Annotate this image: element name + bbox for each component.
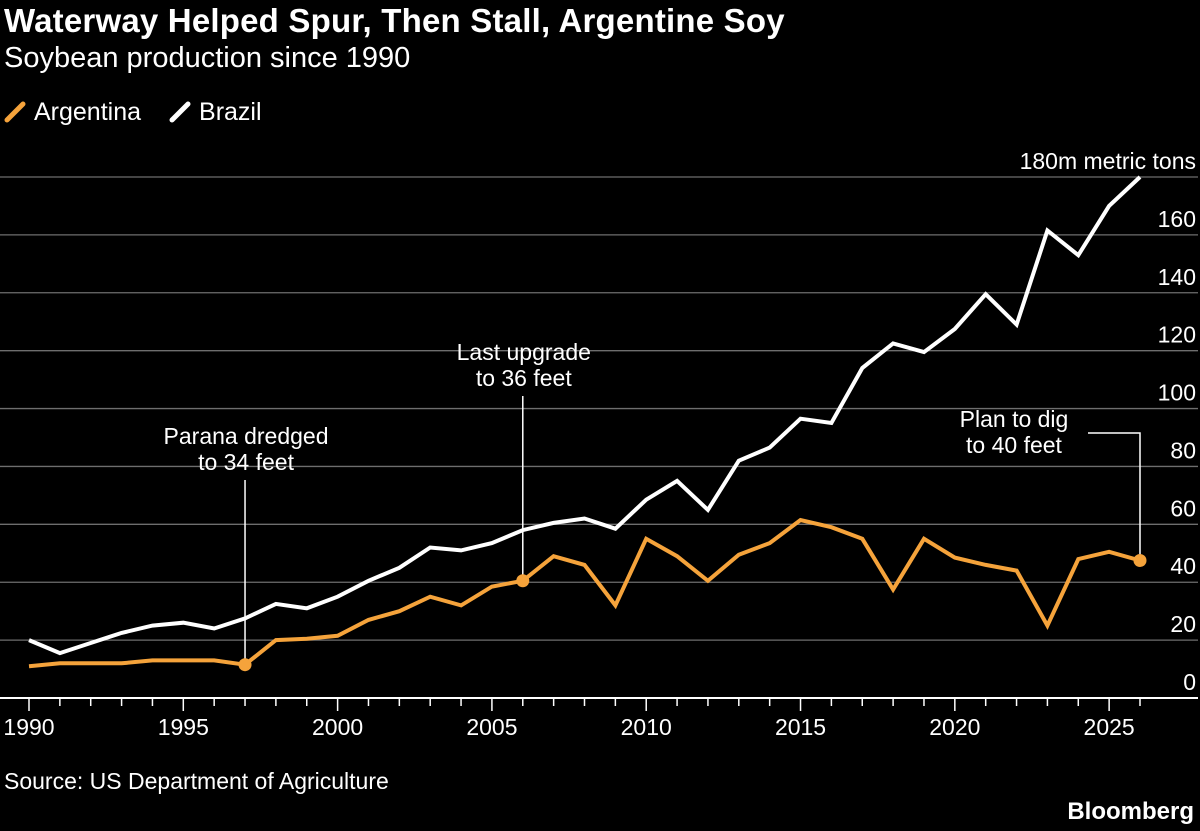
legend-item-argentina: Argentina bbox=[4, 98, 141, 127]
bloomberg-logo: Bloomberg bbox=[1067, 798, 1194, 825]
x-tick-label: 1995 bbox=[158, 714, 209, 740]
annotation-label: to 40 feet bbox=[966, 432, 1063, 458]
legend-item-brazil: Brazil bbox=[169, 98, 262, 127]
x-tick-label: 2010 bbox=[621, 714, 672, 740]
x-tick-label: 2025 bbox=[1084, 714, 1135, 740]
chart-subtitle: Soybean production since 1990 bbox=[4, 42, 411, 74]
y-tick-label: 0 bbox=[1183, 669, 1196, 695]
chart-title: Waterway Helped Spur, Then Stall, Argent… bbox=[4, 2, 785, 39]
x-tick-label: 2015 bbox=[775, 714, 826, 740]
y-tick-label: 160 bbox=[1158, 206, 1196, 232]
y-tick-label: 40 bbox=[1170, 553, 1196, 579]
y-tick-label: 120 bbox=[1158, 322, 1196, 348]
annotation-leader bbox=[1088, 432, 1141, 561]
y-tick-label: 80 bbox=[1170, 437, 1196, 463]
y-tick-label: 140 bbox=[1158, 264, 1196, 290]
y-tick-label: 20 bbox=[1170, 611, 1196, 637]
series-line-argentina bbox=[28, 517, 1141, 669]
legend-label-argentina: Argentina bbox=[34, 97, 142, 126]
source-note: Source: US Department of Agriculture bbox=[4, 768, 389, 794]
annotation-marker bbox=[1133, 554, 1147, 568]
annotation-marker bbox=[516, 574, 530, 588]
annotation-label: Parana dredged bbox=[164, 423, 329, 449]
y-tick-label: 60 bbox=[1170, 495, 1196, 521]
x-tick-label: 2005 bbox=[466, 714, 517, 740]
series-line-brazil bbox=[28, 175, 1142, 656]
y-tick-label: 100 bbox=[1158, 380, 1196, 406]
annotation-label: Plan to dig bbox=[960, 406, 1069, 432]
x-tick-label: 2020 bbox=[929, 714, 980, 740]
legend-swatch-brazil bbox=[169, 101, 191, 123]
annotation-label: Last upgrade bbox=[457, 339, 591, 365]
annotation-label: to 34 feet bbox=[198, 449, 295, 475]
legend: Argentina Brazil bbox=[4, 97, 290, 127]
annotation-marker bbox=[238, 658, 252, 672]
legend-swatch-argentina bbox=[4, 101, 26, 123]
x-tick-label: 1990 bbox=[3, 714, 54, 740]
annotation-label: to 36 feet bbox=[476, 365, 573, 391]
x-tick-label: 2000 bbox=[312, 714, 363, 740]
legend-label-brazil: Brazil bbox=[199, 97, 262, 126]
y-tick-label: 180m metric tons bbox=[1020, 148, 1196, 174]
